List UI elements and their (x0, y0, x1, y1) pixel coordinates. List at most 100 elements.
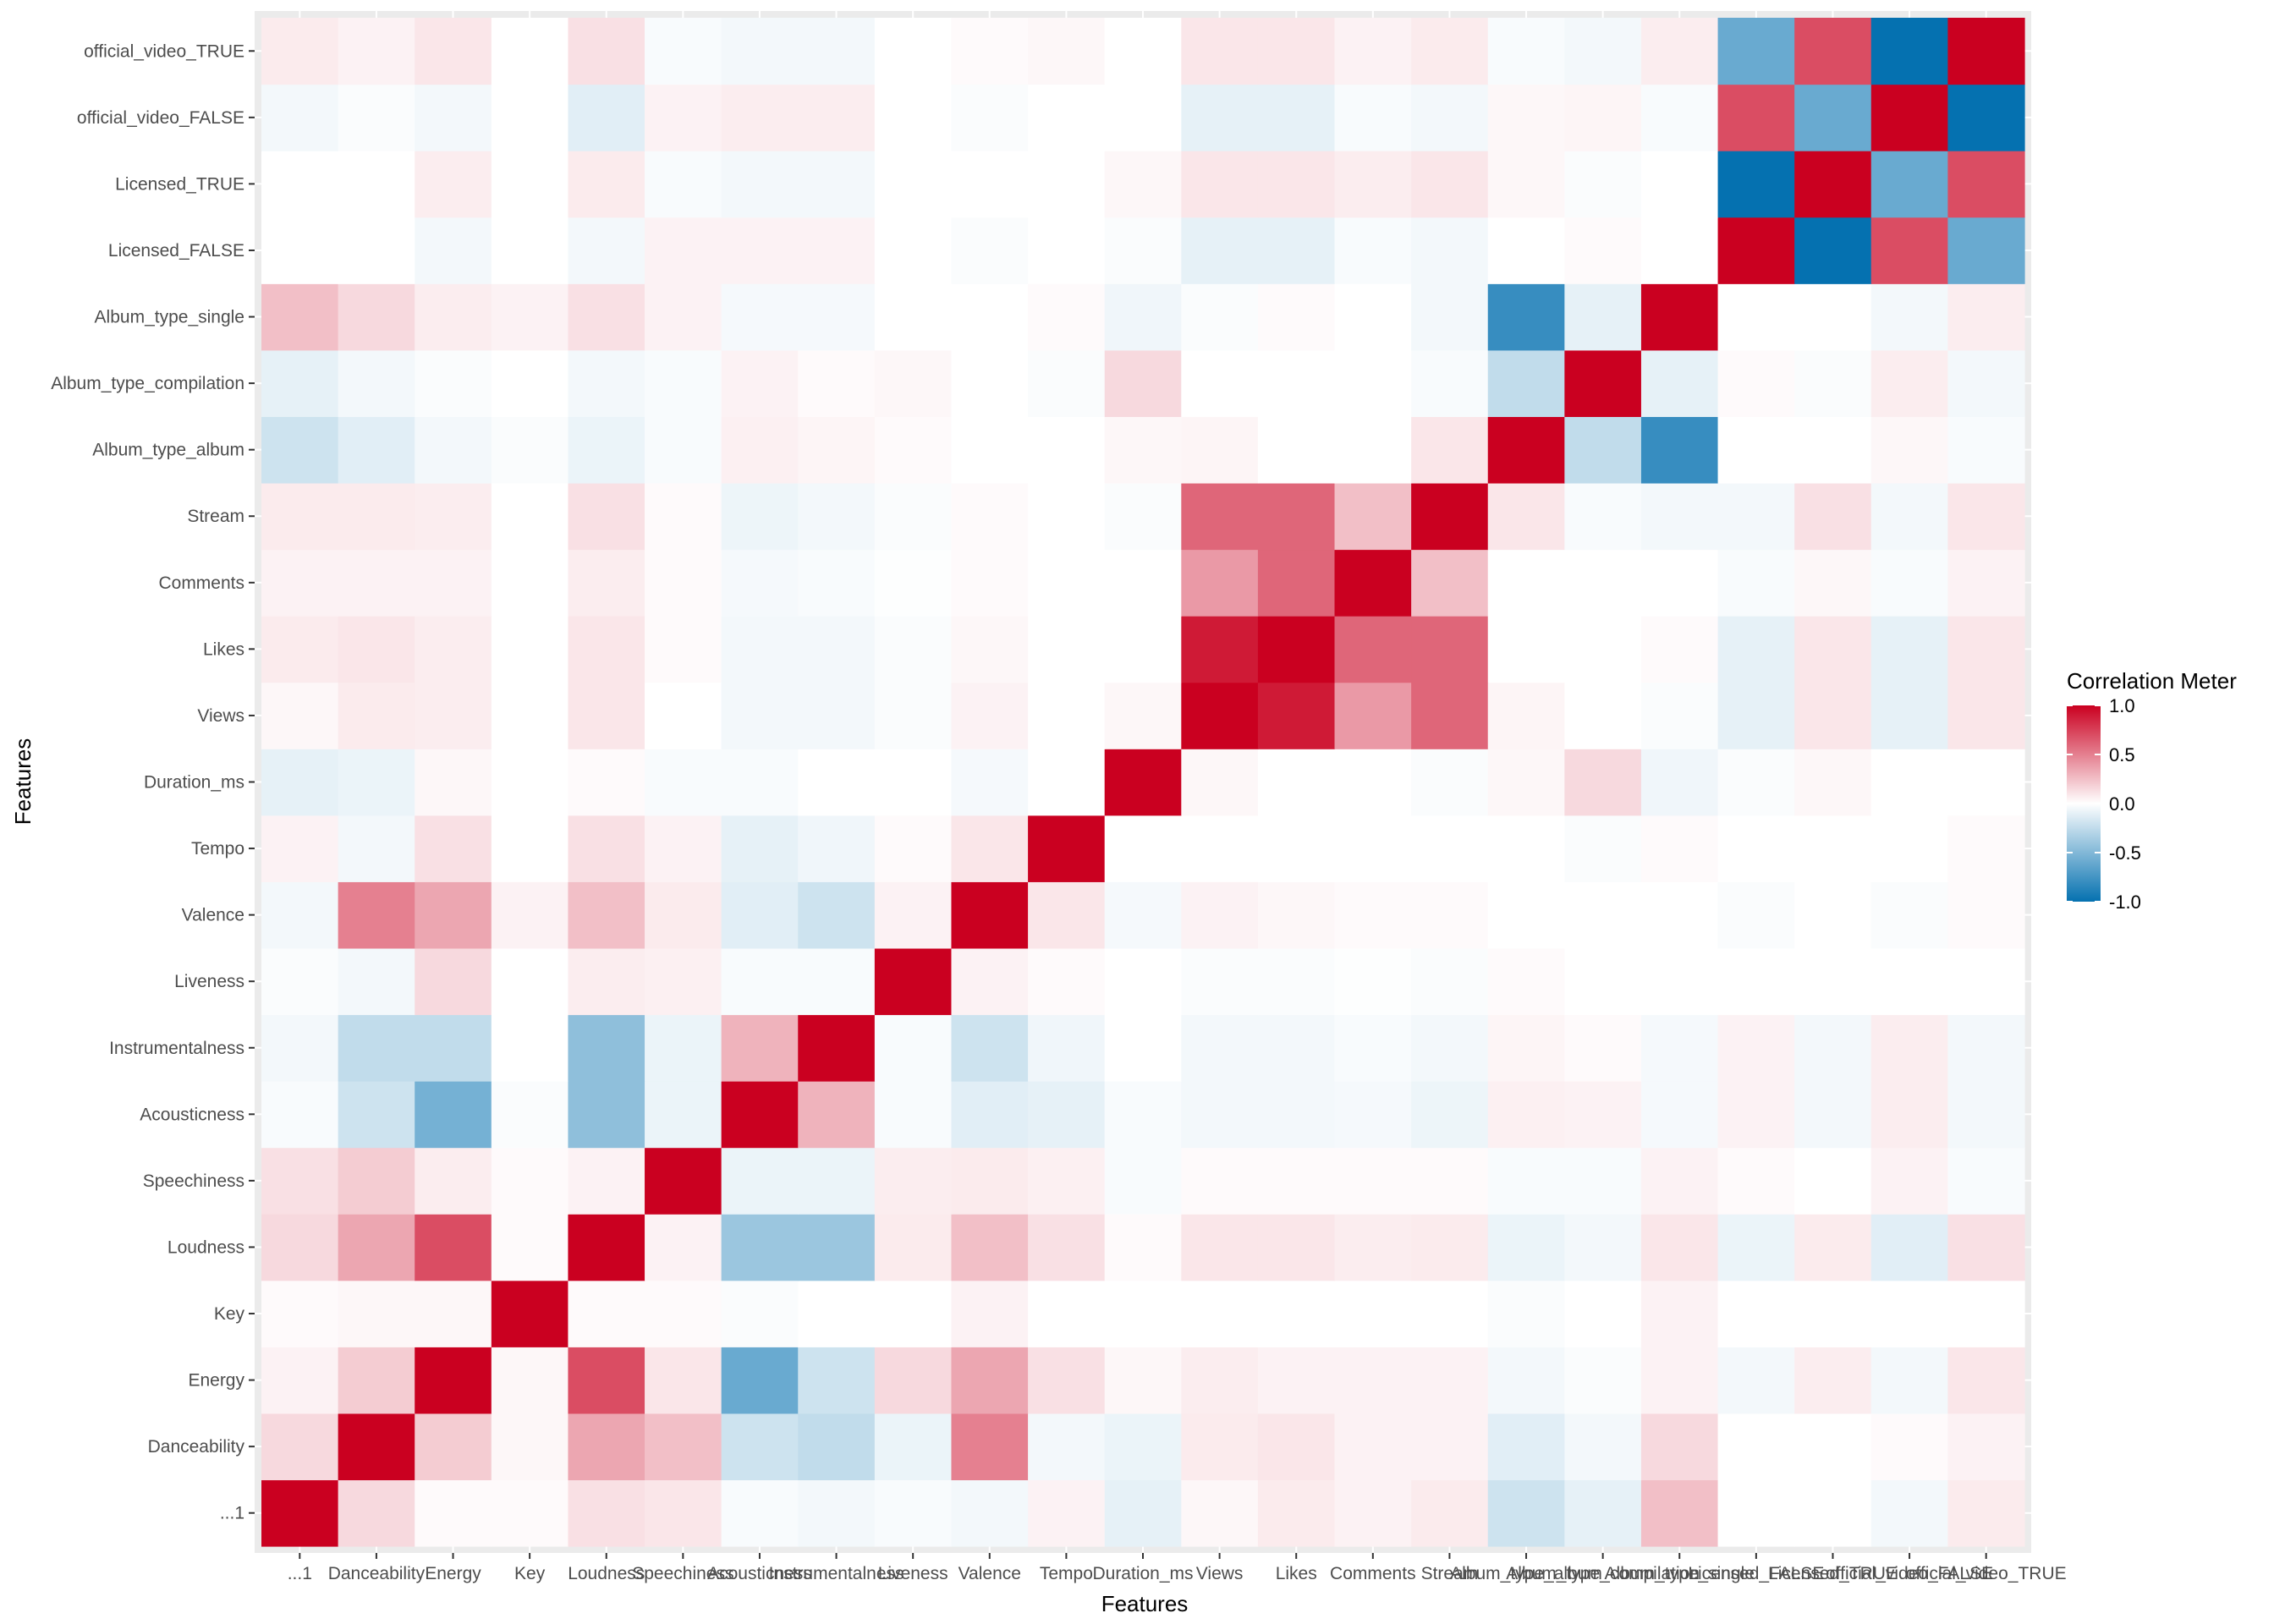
heatmap-cell (568, 815, 645, 882)
heatmap-cell (261, 947, 339, 1016)
heatmap-cell (721, 283, 799, 351)
heatmap-cell (568, 749, 645, 816)
heatmap-cell (1487, 151, 1565, 218)
heatmap-cell (1411, 749, 1489, 816)
heatmap-cell (721, 682, 799, 749)
heatmap-cell (1870, 1413, 1948, 1481)
y-tick-label: Valence (182, 906, 244, 925)
heatmap-cell (1181, 283, 1259, 351)
heatmap-cell (568, 84, 645, 151)
heatmap-cell (1334, 283, 1412, 351)
heatmap-cell (415, 815, 492, 882)
heatmap-cell (1028, 616, 1106, 683)
heatmap-cell (721, 1413, 799, 1481)
legend-label: -0.5 (2109, 842, 2141, 864)
heatmap-cell (1947, 1347, 2025, 1414)
heatmap-cell (1257, 1147, 1336, 1215)
heatmap-cell (491, 1347, 569, 1414)
heatmap-cell (1717, 881, 1795, 949)
heatmap-cell (721, 1081, 799, 1149)
y-tick-label: Stream (187, 507, 244, 526)
y-tick-label: official_video_FALSE (77, 108, 244, 128)
heatmap-cell (1947, 682, 2025, 749)
heatmap-cell (1870, 1347, 1948, 1414)
heatmap-cell (261, 1147, 339, 1215)
heatmap-cell (1028, 151, 1106, 218)
heatmap-cell (1411, 416, 1489, 484)
heatmap-cell (568, 1280, 645, 1347)
heatmap-cell (1794, 749, 1872, 816)
y-tick-label: Loudness (168, 1237, 244, 1257)
heatmap-cell (1640, 416, 1719, 484)
heatmap-cell (1947, 283, 2025, 351)
heatmap-cell (645, 349, 722, 417)
y-tick-label: Album_type_album (92, 441, 244, 460)
heatmap-cell (1870, 283, 1948, 351)
heatmap-cell (1717, 1081, 1795, 1149)
heatmap-cell (1640, 18, 1719, 85)
heatmap-cell (645, 84, 722, 151)
heatmap-cell (1334, 881, 1412, 949)
heatmap-cell (338, 18, 415, 85)
x-tick-label: Views (1196, 1564, 1244, 1583)
y-tick-label: Comments (158, 573, 244, 593)
heatmap-cell (1564, 84, 1642, 151)
heatmap-cell (721, 84, 799, 151)
heatmap-cell (951, 682, 1029, 749)
heatmap-cell (1334, 1280, 1412, 1347)
heatmap-cell (1794, 1347, 1872, 1414)
x-tick-label: Danceability (328, 1564, 426, 1583)
heatmap-cell (1257, 18, 1336, 85)
heatmap-cell (721, 1214, 799, 1281)
y-tick-label: Licensed_FALSE (108, 241, 244, 261)
heatmap-cell (491, 217, 569, 284)
heatmap-cell (798, 349, 876, 417)
x-tick-label: Comments (1330, 1564, 1416, 1583)
heatmap-cell (1104, 947, 1182, 1016)
x-tick-label: Licensed_FALSE (1688, 1564, 1824, 1583)
heatmap-cell (874, 349, 953, 417)
heatmap-cell (1640, 682, 1719, 749)
heatmap-cell (415, 151, 492, 218)
heatmap-cell (1564, 947, 1642, 1016)
heatmap-cell (1794, 482, 1872, 551)
heatmap-cell (645, 482, 722, 551)
heatmap-cell (1411, 283, 1489, 351)
heatmap-cell (491, 749, 569, 816)
y-tick-label: Energy (188, 1371, 244, 1391)
heatmap-cell (1334, 217, 1412, 284)
heatmap-cell (645, 947, 722, 1016)
heatmap-cell (568, 416, 645, 484)
heatmap-cell (1104, 549, 1182, 617)
heatmap-cell (1334, 151, 1412, 218)
y-tick-label: Speechiness (143, 1171, 244, 1191)
heatmap-cell (1564, 416, 1642, 484)
heatmap-cell (1870, 682, 1948, 749)
heatmap-cell (1028, 682, 1106, 749)
heatmap-cell (1487, 1147, 1565, 1215)
heatmap-cell (721, 151, 799, 218)
heatmap-cell (951, 616, 1029, 683)
heatmap-cell (1411, 1214, 1489, 1281)
heatmap-cell (721, 749, 799, 816)
x-tick-label: Instrumentalness (769, 1564, 904, 1583)
heatmap-cell (1487, 616, 1565, 683)
heatmap-cell (338, 151, 415, 218)
heatmap-cell (1717, 1147, 1795, 1215)
heatmap-cell (721, 1014, 799, 1082)
heatmap-cell (1794, 217, 1872, 284)
heatmap-cell (798, 416, 876, 484)
heatmap-cell (261, 682, 339, 749)
heatmap-cell (1104, 815, 1182, 882)
heatmap-cell (1947, 1479, 2025, 1547)
heatmap-cell (1181, 1413, 1259, 1481)
heatmap-cell (1028, 1479, 1106, 1547)
heatmap-cell (1947, 217, 2025, 284)
heatmap-cell (1487, 1280, 1565, 1347)
heatmap-cell (1947, 947, 2025, 1016)
heatmap-cell (1104, 682, 1182, 749)
heatmap-cell (1487, 881, 1565, 949)
heatmap-cell (1640, 217, 1719, 284)
heatmap-cell (1104, 151, 1182, 218)
heatmap-cell (1564, 283, 1642, 351)
